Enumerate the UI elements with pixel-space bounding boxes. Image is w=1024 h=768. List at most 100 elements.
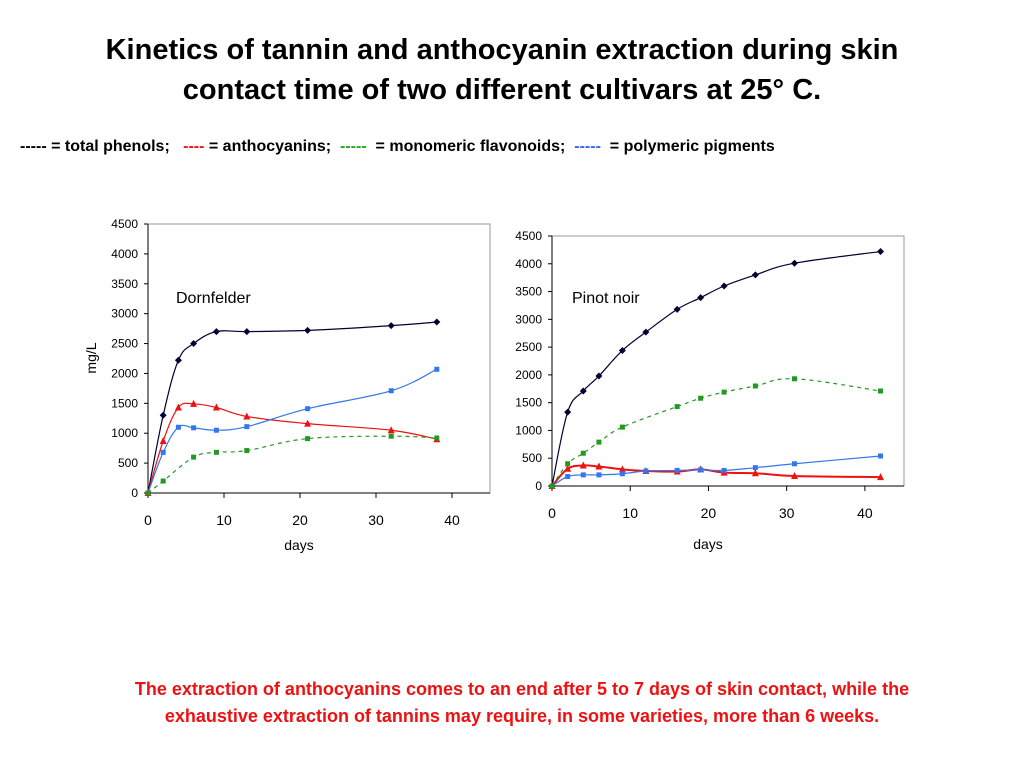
data-point: [878, 388, 884, 394]
x-tick-label: 0: [548, 505, 556, 521]
y-tick-label: 3000: [111, 307, 138, 321]
data-point: [674, 404, 680, 410]
data-point: [751, 469, 759, 477]
y-tick-label: 3500: [111, 277, 138, 291]
chart-0: 0 500 1000 1500 2000 2500 3000 3500 4000 4500 0 10 2…: [83, 217, 491, 553]
y-tick-label: 500: [118, 456, 138, 470]
data-point: [191, 454, 197, 460]
data-point: [243, 412, 251, 420]
data-point: [619, 471, 625, 477]
y-axis-label: mg/L: [83, 342, 99, 373]
data-point: [145, 490, 151, 496]
data-point: [434, 435, 440, 441]
data-point: [642, 328, 650, 336]
y-tick-label: 4000: [515, 257, 542, 271]
data-point: [674, 467, 680, 473]
y-tick-label: 2500: [515, 340, 542, 354]
x-tick-label: 10: [216, 512, 232, 528]
data-point: [698, 395, 704, 401]
x-tick-label: 20: [701, 505, 717, 521]
data-point: [304, 326, 312, 334]
legend-monomeric-flavonoids-dash: -----: [340, 138, 367, 155]
data-point: [549, 483, 555, 489]
data-point: [190, 399, 198, 407]
series-polymeric-pigments: [549, 453, 884, 489]
data-point: [159, 411, 167, 419]
cultivar-title: Dornfelder: [176, 290, 251, 307]
data-point: [213, 449, 219, 455]
x-tick-label: 20: [292, 512, 308, 528]
data-point: [159, 436, 167, 444]
data-point: [619, 424, 625, 430]
x-tick-label: 10: [622, 505, 638, 521]
data-point: [697, 294, 705, 302]
data-point: [580, 450, 586, 456]
data-point: [190, 340, 198, 348]
data-point: [580, 472, 586, 478]
y-tick-label: 500: [522, 451, 542, 465]
data-point: [618, 346, 626, 354]
series-legend: ----- = total phenols; ---- = anthocyani…: [20, 138, 1024, 156]
data-point: [790, 472, 798, 479]
data-point: [579, 387, 587, 395]
data-point: [698, 467, 704, 473]
data-point: [387, 426, 395, 434]
slide-title: Kinetics of tannin and anthocyanin extra…: [0, 30, 1004, 110]
data-point: [565, 474, 571, 480]
y-tick-label: 3000: [515, 312, 542, 326]
data-point: [596, 439, 602, 445]
data-point: [213, 427, 219, 433]
data-point: [618, 465, 626, 473]
data-point: [434, 366, 440, 372]
y-tick-label: 0: [131, 486, 138, 500]
x-tick-label: 0: [144, 512, 152, 528]
plot-area: [551, 235, 905, 487]
data-point: [160, 478, 166, 484]
conclusion-text: The extraction of anthocyanins comes to …: [0, 676, 1024, 730]
data-point: [720, 282, 728, 290]
title-line-2: contact time of two different cultivars …: [182, 74, 822, 106]
data-point: [721, 467, 727, 473]
data-point: [160, 449, 166, 455]
data-point: [643, 468, 649, 474]
x-tick-label: 40: [444, 512, 460, 528]
y-tick-label: 4500: [515, 229, 542, 243]
legend-total-phenols-dash: -----: [20, 138, 47, 155]
series-line: [551, 250, 881, 487]
y-tick-label: 2000: [515, 368, 542, 382]
y-tick-label: 2500: [111, 337, 138, 351]
data-point: [388, 388, 394, 394]
data-point: [790, 259, 798, 267]
data-point: [244, 448, 250, 454]
data-point: [596, 472, 602, 478]
series-polymeric-pigments: [145, 366, 440, 496]
data-point: [752, 383, 758, 389]
legend-anthocyanins-label: = anthocyanins;: [208, 138, 332, 155]
series-total-phenols: [548, 248, 885, 490]
data-point: [791, 376, 797, 382]
legend-polymeric-pigments-label: = polymeric pigments: [609, 138, 775, 155]
data-point: [564, 408, 572, 416]
y-tick-label: 4500: [111, 217, 138, 231]
y-tick-label: 1000: [111, 426, 138, 440]
x-axis-label: days: [284, 537, 314, 553]
data-point: [433, 318, 441, 326]
data-point: [595, 372, 603, 380]
y-tick-label: 4000: [111, 247, 138, 261]
legend-anthocyanins-dash: ----: [183, 138, 205, 155]
x-tick-label: 30: [368, 512, 384, 528]
data-point: [175, 424, 181, 430]
y-tick-label: 1500: [111, 396, 138, 410]
y-tick-label: 1500: [515, 396, 542, 410]
data-point: [305, 436, 311, 442]
legend-polymeric-pigments-dash: -----: [574, 138, 601, 155]
series-monomeric-flavonoids: [549, 376, 884, 489]
data-point: [751, 271, 759, 279]
data-point: [244, 424, 250, 430]
data-point: [387, 322, 395, 330]
data-point: [564, 464, 572, 472]
data-point: [752, 465, 758, 471]
data-point: [579, 461, 587, 469]
series-line: [147, 435, 437, 494]
